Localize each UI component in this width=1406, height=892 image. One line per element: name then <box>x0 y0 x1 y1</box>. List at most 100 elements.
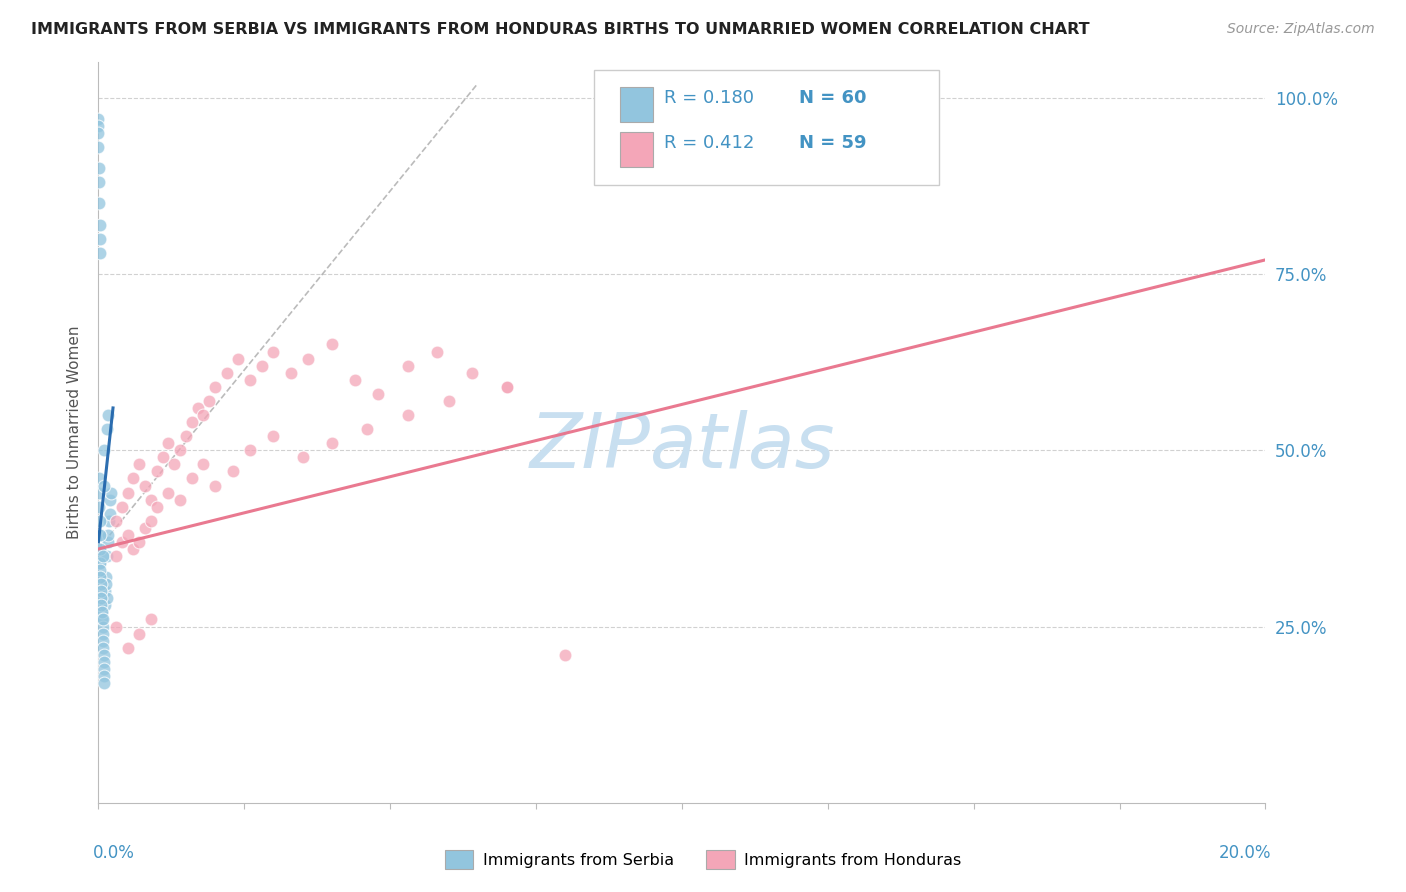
Point <box>139 612 162 626</box>
Point <box>87 500 110 514</box>
Point <box>90 570 112 584</box>
Point <box>139 492 162 507</box>
Point <box>122 471 145 485</box>
Text: N = 59: N = 59 <box>799 134 866 153</box>
Point <box>96 422 118 436</box>
Point <box>198 393 221 408</box>
Point <box>356 422 378 436</box>
Point <box>496 380 519 394</box>
Point <box>93 662 115 676</box>
Point <box>554 648 576 662</box>
Point <box>180 471 202 485</box>
Point <box>134 521 156 535</box>
Point <box>426 344 449 359</box>
Point <box>97 535 120 549</box>
Point <box>396 359 419 373</box>
Point <box>437 393 460 408</box>
Point <box>204 478 226 492</box>
Point <box>93 443 115 458</box>
Point <box>461 366 484 380</box>
Point <box>117 485 139 500</box>
Point <box>89 514 111 528</box>
Point <box>128 626 150 640</box>
Point <box>344 373 367 387</box>
Point <box>94 584 117 599</box>
Text: R = 0.412: R = 0.412 <box>665 134 755 153</box>
Point <box>97 528 120 542</box>
Point <box>128 458 150 472</box>
Point <box>89 541 111 556</box>
Point <box>291 450 314 465</box>
Text: 20.0%: 20.0% <box>1219 844 1271 862</box>
Point <box>169 492 191 507</box>
Point <box>89 528 111 542</box>
Bar <box>620 132 652 167</box>
Point <box>90 584 112 599</box>
Point <box>89 556 111 570</box>
Point <box>90 606 112 620</box>
Point <box>204 380 226 394</box>
FancyBboxPatch shape <box>595 70 939 185</box>
Point <box>157 485 180 500</box>
Point <box>96 549 118 563</box>
Point <box>221 464 243 478</box>
Point <box>104 619 127 633</box>
Bar <box>620 87 652 122</box>
Point <box>111 500 134 514</box>
Point <box>193 408 215 422</box>
Point <box>90 591 112 606</box>
Point <box>89 245 111 260</box>
Point <box>90 599 112 613</box>
Point <box>87 175 110 189</box>
Point <box>90 612 112 626</box>
Point <box>146 500 169 514</box>
Point <box>91 612 114 626</box>
Point <box>87 119 110 133</box>
Point <box>250 359 273 373</box>
Point <box>93 648 115 662</box>
Point <box>169 443 191 458</box>
Point <box>98 492 121 507</box>
Point <box>396 408 419 422</box>
Point <box>104 549 127 563</box>
Text: 0.0%: 0.0% <box>93 844 135 862</box>
Point <box>89 232 111 246</box>
Point <box>87 471 110 485</box>
Point <box>215 366 238 380</box>
Point <box>93 676 115 690</box>
Point <box>180 415 202 429</box>
Point <box>146 464 169 478</box>
Point <box>87 112 110 126</box>
Point <box>89 218 111 232</box>
Point <box>93 478 115 492</box>
Point <box>91 626 114 640</box>
Point <box>262 429 284 443</box>
Point <box>90 577 112 591</box>
Point <box>128 535 150 549</box>
Point <box>104 514 127 528</box>
Point <box>139 514 162 528</box>
Point <box>91 633 114 648</box>
Point <box>367 387 389 401</box>
Point <box>262 344 284 359</box>
Point <box>228 351 250 366</box>
Point <box>90 584 112 599</box>
Text: N = 60: N = 60 <box>799 89 866 107</box>
Point <box>152 450 174 465</box>
Point <box>97 514 120 528</box>
Point <box>90 606 112 620</box>
Text: ZIPatlas: ZIPatlas <box>529 410 835 484</box>
Point <box>87 126 110 140</box>
Point <box>87 196 110 211</box>
Point <box>93 669 115 683</box>
Point <box>90 591 112 606</box>
Point <box>89 556 111 570</box>
Point <box>100 485 122 500</box>
Point <box>297 351 319 366</box>
Point <box>87 161 110 176</box>
Point <box>239 373 262 387</box>
Point <box>87 140 110 154</box>
Point <box>87 485 110 500</box>
Point <box>157 436 180 450</box>
Point <box>187 401 209 415</box>
